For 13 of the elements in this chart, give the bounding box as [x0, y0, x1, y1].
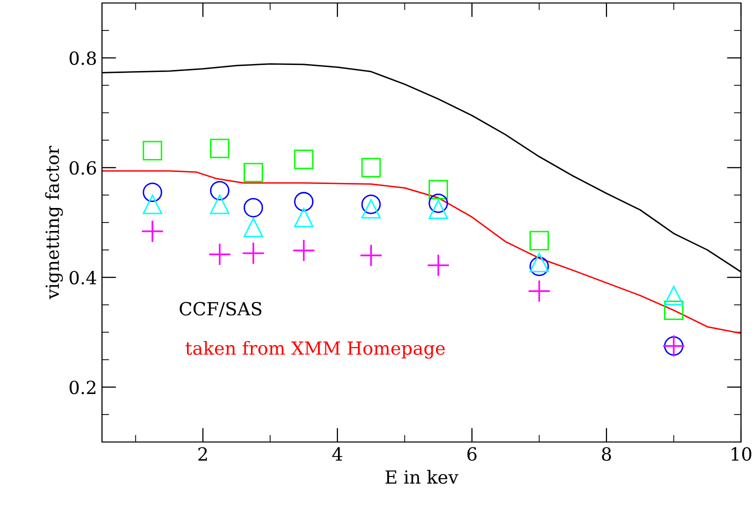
y-tick-label: 0.4: [70, 270, 96, 284]
x-tick-label: 8: [602, 447, 611, 461]
y-tick-label: 0.6: [70, 161, 96, 175]
x-axis-title: E in kev: [386, 470, 458, 484]
text: CCF/SAS: [180, 302, 262, 317]
text: taken from XMM Homepage: [186, 340, 445, 359]
x-tick-label: 4: [332, 447, 342, 461]
x-tick-label: 6: [467, 447, 477, 461]
y-tick-label: 0.8: [70, 51, 96, 65]
y-axis-title: vignetting factor: [45, 146, 63, 300]
x-tick-label: 2: [198, 447, 207, 461]
y-tick-label: 0.2: [70, 380, 96, 394]
x-tick-label: 10: [732, 447, 752, 461]
